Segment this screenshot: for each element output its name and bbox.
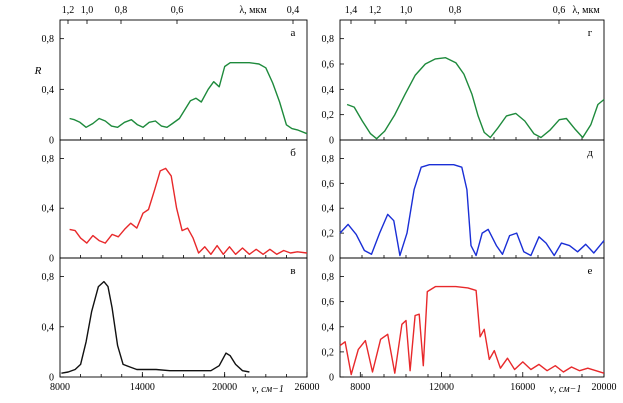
panel-b: 0 0,4 0,8 б bbox=[42, 139, 308, 265]
ytick-label: 0,8 bbox=[322, 272, 335, 283]
ytick-label: 0,6 bbox=[322, 179, 335, 190]
ytick-label: 0,4 bbox=[322, 85, 335, 96]
series-line-e bbox=[339, 285, 605, 376]
ytick-label: 0,4 bbox=[42, 204, 55, 215]
top-tick-label: 0,6 bbox=[553, 5, 566, 16]
ytick-label: 0,4 bbox=[322, 204, 335, 215]
ytick-label: 0 bbox=[49, 373, 54, 384]
ytick-label: 0,2 bbox=[322, 229, 335, 240]
panel-label: д bbox=[587, 147, 593, 159]
panel-a: 0 0,4 0,8 а R 1,2 1,0 0,8 0,6 0,4 λ, мкм bbox=[34, 5, 308, 147]
series-line-c bbox=[61, 280, 250, 374]
ytick-label: 0,6 bbox=[322, 297, 335, 308]
xtick-label: 20000 bbox=[212, 382, 237, 393]
ytick-label: 0 bbox=[329, 373, 334, 384]
xtick-label: 20000 bbox=[592, 382, 617, 393]
top-tick-label: 0,8 bbox=[449, 5, 462, 16]
panel-d-frame bbox=[339, 139, 605, 259]
ytick-label: 0,2 bbox=[322, 110, 335, 121]
ytick-label: 0 bbox=[49, 136, 54, 147]
x-axis-label: ν, см−1 bbox=[252, 384, 284, 395]
top-axis-title: λ, мкм bbox=[239, 5, 267, 16]
ytick-label: 0,8 bbox=[322, 34, 335, 45]
ytick-label: 0,8 bbox=[42, 34, 55, 45]
ytick-label: 0,4 bbox=[42, 85, 55, 96]
x-axis-label: ν, см−1 bbox=[549, 384, 581, 395]
series-line-d bbox=[339, 164, 605, 257]
xtick-label: 8000 bbox=[50, 382, 70, 393]
top-tick-label: 1,4 bbox=[345, 5, 358, 16]
series-line-a bbox=[69, 62, 308, 135]
top-tick-label: 1,2 bbox=[369, 5, 382, 16]
y-axis-label: R bbox=[34, 65, 42, 77]
xtick-label: 8000 bbox=[350, 382, 370, 393]
top-tick-label: 1,2 bbox=[62, 5, 75, 16]
series-line-b bbox=[69, 167, 308, 255]
ytick-label: 0 bbox=[329, 254, 334, 265]
top-axis-title: λ, мкм bbox=[572, 5, 600, 16]
ytick-label: 0,2 bbox=[322, 347, 335, 358]
xtick-label: 26000 bbox=[295, 382, 320, 393]
top-tick-label: 0,6 bbox=[171, 5, 184, 16]
panel-a-frame bbox=[59, 19, 308, 141]
panel-label: е bbox=[588, 265, 593, 277]
series-line-g bbox=[346, 57, 605, 140]
ytick-label: 0,8 bbox=[42, 272, 55, 283]
ytick-label: 0,4 bbox=[42, 322, 55, 333]
top-tick-label: 0,4 bbox=[287, 5, 300, 16]
ytick-label: 0 bbox=[49, 254, 54, 265]
panel-d: 0 0,2 0,4 0,6 0,8 д bbox=[322, 139, 605, 265]
panel-b-frame bbox=[59, 139, 308, 259]
panel-label: б bbox=[290, 147, 296, 159]
panel-g-frame bbox=[339, 19, 605, 141]
ytick-label: 0 bbox=[329, 136, 334, 147]
top-tick-label: 0,8 bbox=[115, 5, 128, 16]
panel-g: 0 0,2 0,4 0,6 0,8 г 1,4 1,2 1,0 0,8 0,6 λ, мкм bbox=[322, 5, 605, 147]
ytick-label: 0,8 bbox=[322, 154, 335, 165]
xtick-label: 14000 bbox=[130, 382, 155, 393]
top-tick-label: 1,0 bbox=[400, 5, 413, 16]
panel-c: 0 0,4 0,8 в 8000 14000 20000 26000 ν, см−1 bbox=[42, 257, 320, 395]
panel-c-frame bbox=[59, 257, 308, 378]
ytick-label: 0,8 bbox=[42, 154, 55, 165]
ytick-label: 0,4 bbox=[322, 322, 335, 333]
panel-e: 0 0,2 0,4 0,6 0,8 е 8000 12000 16000 20000 ν, см−1 bbox=[322, 257, 617, 395]
ytick-label: 0,6 bbox=[322, 60, 335, 71]
panel-e-frame bbox=[339, 257, 605, 378]
panel-label: г bbox=[588, 27, 593, 39]
panel-label: в bbox=[290, 265, 295, 277]
panel-label: а bbox=[291, 27, 296, 39]
top-tick-label: 1,0 bbox=[81, 5, 94, 16]
xtick-label: 16000 bbox=[510, 382, 535, 393]
xtick-label: 12000 bbox=[429, 382, 454, 393]
